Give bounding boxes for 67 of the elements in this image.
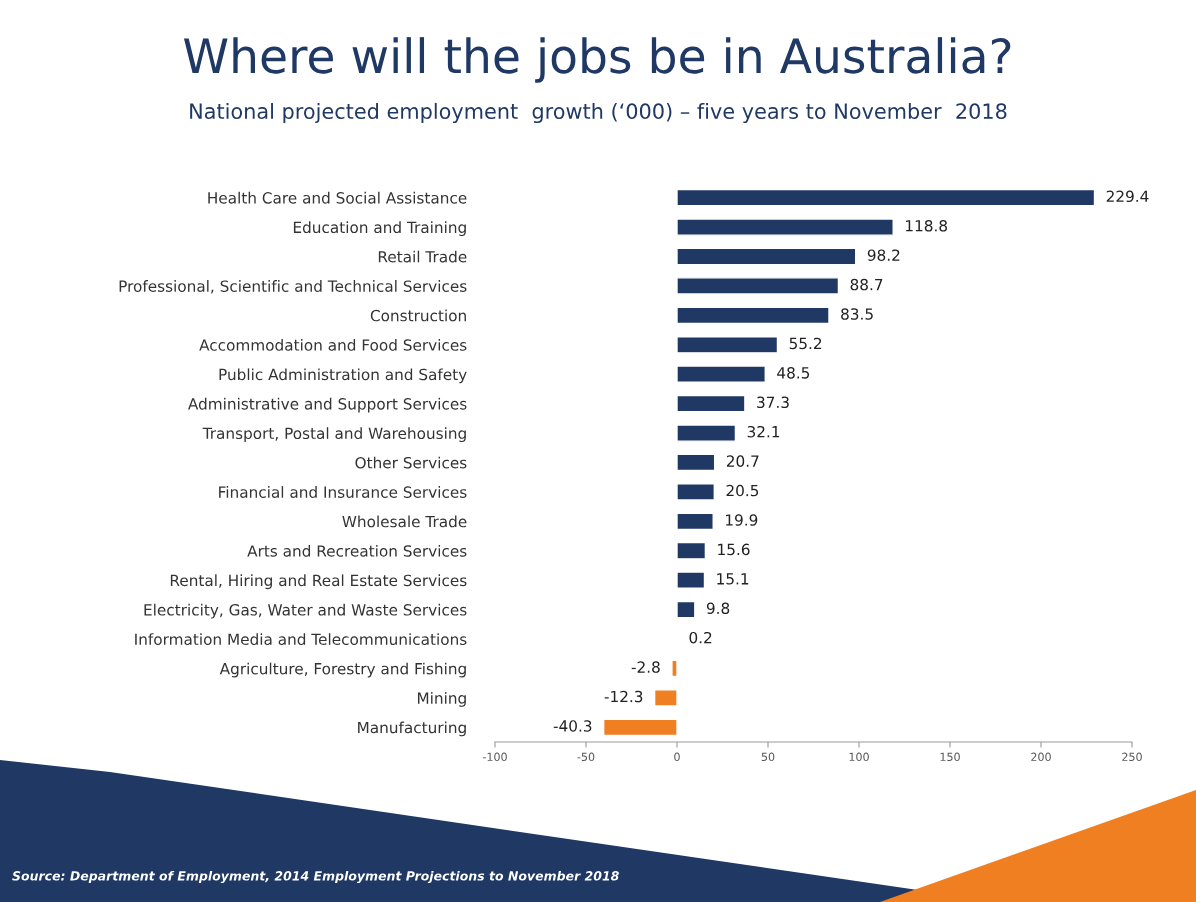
bar: [676, 277, 840, 295]
data-label: 0.2: [689, 631, 712, 644]
bar: [676, 365, 766, 383]
data-label: 83.5: [841, 308, 873, 320]
y-tick-label: Agriculture, Forestry and Fishing: [219, 662, 466, 678]
bar: [676, 306, 830, 325]
x-tick-label: 150: [940, 752, 960, 762]
data-label: 98.2: [867, 249, 900, 261]
y-tick-label: Education and Training: [293, 221, 466, 237]
x-tick-label: -100: [482, 752, 507, 762]
chart-title: Where will the jobs be in Australia?: [183, 37, 1011, 83]
bar: [602, 718, 678, 737]
bar: [676, 483, 716, 501]
data-label: 9.8: [706, 602, 730, 615]
bar: [676, 394, 746, 413]
data-label: 55.2: [789, 337, 822, 350]
y-tick-label: Accommodation and Food Services: [199, 338, 467, 351]
y-tick-label: Information Media and Telecommunications: [135, 633, 467, 646]
y-tick-label: Construction: [370, 309, 466, 322]
bar: [671, 659, 678, 678]
y-tick-label: Mining: [417, 692, 466, 707]
data-label: -12.3: [604, 690, 643, 703]
x-tick-label: 0: [674, 752, 680, 762]
bar: [676, 218, 894, 236]
bar: [676, 188, 1096, 207]
data-label: 32.1: [747, 425, 780, 438]
data-label: -40.3: [553, 720, 592, 732]
data-label: 19.9: [726, 514, 758, 526]
data-label: 15.6: [718, 543, 750, 556]
y-tick-label: Financial and Insurance Services: [219, 486, 467, 498]
data-label: 88.7: [850, 278, 883, 291]
data-label: 37.3: [757, 396, 789, 409]
y-tick-label: Professional, Scientific and Technical Services: [119, 280, 467, 294]
bar: [676, 600, 696, 619]
bar: [676, 541, 707, 560]
data-label: 20.5: [726, 484, 759, 497]
bar: [676, 453, 716, 472]
bar: [676, 512, 714, 531]
y-tick-label: Electricity, Gas, Water and Waste Services: [144, 603, 467, 619]
y-tick-label: Manufacturing: [358, 721, 466, 737]
bar: [676, 571, 706, 589]
bar: [676, 424, 737, 442]
chart-subtitle: National projected employment growth (‘000) – five years to November 2018: [190, 102, 1007, 124]
source-note: Source: Department of Employment, 2014 Employment Projections to November 2018: [12, 870, 619, 884]
x-tick-label: 100: [849, 752, 869, 762]
y-tick-label: Rental, Hiring and Real Estate Services: [170, 574, 467, 590]
x-tick-label: -50: [577, 752, 595, 762]
y-tick-label: Transport, Postal and Warehousing: [202, 427, 466, 443]
data-label: 48.5: [777, 367, 810, 379]
bar: [676, 247, 857, 266]
y-tick-label: Retail Trade: [378, 250, 467, 263]
y-tick-label: Public Administration and Safety: [219, 368, 467, 384]
y-tick-label: Health Care and Social Assistance: [208, 191, 467, 204]
bar: [676, 335, 779, 354]
data-label: -2.8: [631, 661, 660, 673]
x-tick-label: 200: [1031, 752, 1051, 762]
y-tick-label: Other Services: [355, 456, 467, 469]
y-tick-label: Wholesale Trade: [342, 515, 467, 528]
y-tick-label: Arts and Recreation Services: [247, 544, 467, 557]
y-tick-label: Administrative and Support Services: [188, 397, 467, 413]
data-label: 229.4: [1106, 190, 1149, 203]
data-label: 15.1: [717, 573, 749, 585]
data-label: 118.8: [906, 219, 948, 232]
data-label: 20.7: [726, 455, 759, 467]
x-tick-label: 250: [1122, 752, 1142, 762]
x-tick-label: 50: [761, 752, 775, 762]
bar: [653, 689, 678, 707]
